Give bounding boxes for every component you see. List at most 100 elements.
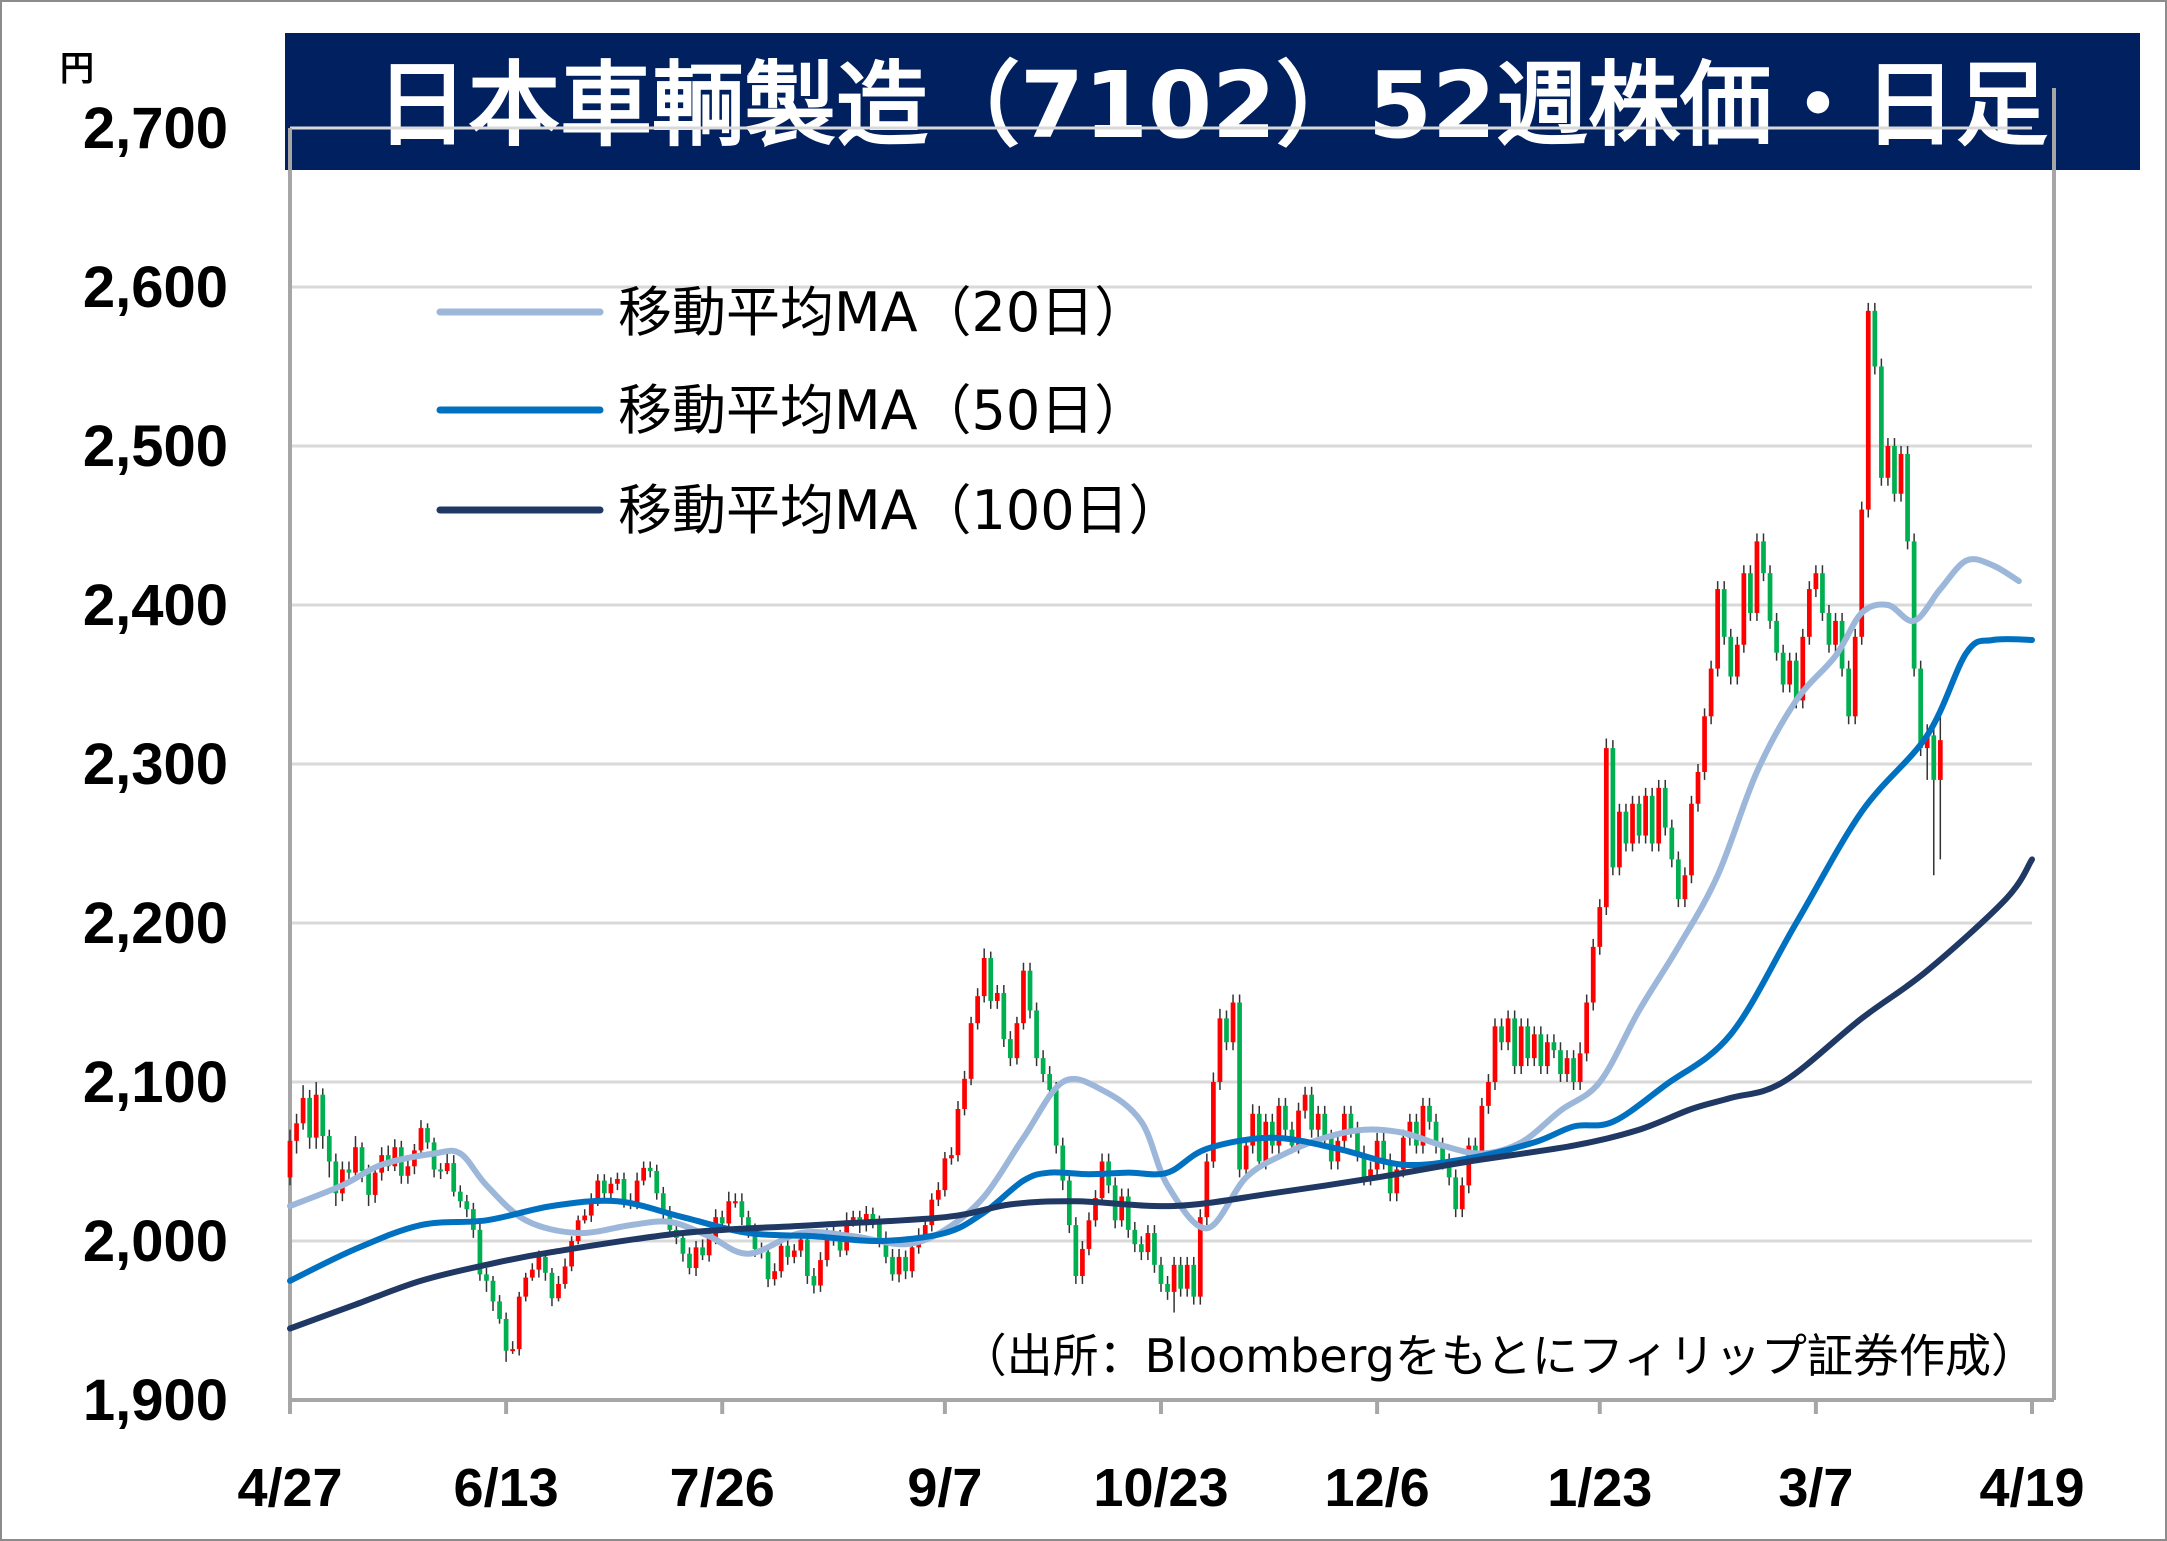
candle-body bbox=[1008, 1039, 1013, 1059]
candle bbox=[791, 1244, 797, 1264]
candle bbox=[883, 1231, 889, 1264]
candle-body bbox=[1682, 875, 1688, 900]
candle-body bbox=[366, 1171, 371, 1195]
candle-body bbox=[726, 1201, 732, 1224]
candle-body bbox=[346, 1169, 352, 1173]
candle bbox=[1165, 1275, 1170, 1300]
candle bbox=[1748, 565, 1753, 621]
candle bbox=[1178, 1256, 1184, 1297]
candle bbox=[1459, 1177, 1465, 1218]
candle-body bbox=[340, 1169, 345, 1194]
candle-body bbox=[1558, 1050, 1563, 1075]
candle bbox=[1217, 1008, 1223, 1090]
source-note: （出所：Bloombergをもとにフィリップ証券作成） bbox=[961, 1329, 2037, 1383]
candle bbox=[1093, 1190, 1098, 1227]
candle bbox=[1394, 1161, 1400, 1202]
candle-body bbox=[811, 1275, 817, 1286]
candle-body bbox=[772, 1271, 777, 1280]
candle bbox=[654, 1164, 660, 1200]
candle bbox=[680, 1231, 686, 1262]
candle bbox=[1204, 1153, 1210, 1226]
candle bbox=[1512, 1010, 1517, 1075]
candle bbox=[1034, 1002, 1039, 1067]
candle bbox=[1905, 446, 1910, 550]
candle-body bbox=[1597, 907, 1603, 947]
candle-body bbox=[870, 1213, 876, 1222]
candle-body bbox=[955, 1109, 961, 1156]
candle bbox=[287, 1129, 293, 1186]
candle-body bbox=[549, 1272, 555, 1299]
candle-body bbox=[1283, 1105, 1288, 1130]
candle bbox=[1852, 628, 1858, 725]
candle-body bbox=[333, 1161, 339, 1194]
candle bbox=[588, 1193, 594, 1222]
candle-body bbox=[1446, 1161, 1452, 1178]
candle-body bbox=[359, 1147, 365, 1172]
candle bbox=[1152, 1225, 1157, 1273]
candle-body bbox=[746, 1217, 751, 1230]
candle-body bbox=[1276, 1105, 1282, 1146]
candle-body bbox=[582, 1215, 588, 1221]
candle-body bbox=[1400, 1137, 1406, 1170]
candle-body bbox=[1479, 1105, 1485, 1154]
candle bbox=[975, 988, 980, 1030]
candle-body bbox=[1748, 573, 1753, 613]
candle-body bbox=[1649, 795, 1655, 844]
y-tick-label: 1,900 bbox=[83, 1368, 228, 1433]
candle bbox=[1682, 867, 1688, 908]
candle bbox=[1486, 1074, 1491, 1114]
candle-body bbox=[536, 1256, 542, 1270]
y-tick-label: 2,100 bbox=[83, 1050, 228, 1115]
candle-body bbox=[837, 1237, 843, 1251]
candle-body bbox=[896, 1256, 902, 1275]
candle-body bbox=[457, 1191, 463, 1202]
candle-body bbox=[1250, 1113, 1256, 1146]
candle-body bbox=[287, 1140, 293, 1178]
candle bbox=[326, 1129, 332, 1178]
candle-body bbox=[1702, 716, 1707, 772]
candle-body bbox=[719, 1217, 725, 1224]
candle-body bbox=[1728, 636, 1734, 677]
candle bbox=[942, 1151, 948, 1197]
candle bbox=[700, 1239, 705, 1261]
candle-body bbox=[405, 1166, 411, 1176]
candle-body bbox=[300, 1097, 306, 1124]
candle bbox=[929, 1193, 935, 1232]
candle bbox=[732, 1193, 738, 1208]
candle bbox=[438, 1163, 443, 1179]
candle bbox=[1420, 1097, 1426, 1154]
candle-body bbox=[601, 1180, 607, 1194]
candle bbox=[615, 1172, 620, 1191]
candle-body bbox=[1047, 1074, 1053, 1090]
candle bbox=[1761, 533, 1766, 582]
candle-body bbox=[1918, 668, 1924, 749]
candle-body bbox=[818, 1260, 823, 1286]
candle bbox=[1911, 533, 1917, 677]
candle-body bbox=[1342, 1113, 1347, 1141]
candle-body bbox=[1590, 946, 1596, 1003]
x-tick-label: 7/26 bbox=[670, 1458, 775, 1518]
candle-body bbox=[1224, 1018, 1229, 1043]
candle bbox=[549, 1268, 555, 1307]
candle bbox=[405, 1158, 411, 1184]
candle bbox=[1427, 1097, 1432, 1130]
candle-body bbox=[1754, 541, 1760, 613]
candle bbox=[294, 1113, 299, 1154]
candle-body bbox=[1924, 735, 1930, 749]
candle-body bbox=[1296, 1110, 1301, 1146]
candle bbox=[1669, 819, 1675, 868]
candle-body bbox=[1125, 1196, 1131, 1230]
candle-body bbox=[1610, 748, 1616, 868]
candle-body bbox=[510, 1349, 516, 1352]
candle-body bbox=[1885, 446, 1891, 478]
candle bbox=[660, 1186, 666, 1222]
candle bbox=[1224, 1010, 1229, 1051]
y-tick-label: 2,400 bbox=[83, 573, 228, 638]
candle-body bbox=[981, 957, 987, 997]
candle bbox=[300, 1085, 306, 1130]
candle-body bbox=[785, 1245, 791, 1257]
candle-body bbox=[1518, 1026, 1524, 1067]
candle-body bbox=[877, 1221, 882, 1240]
candle-body bbox=[1315, 1113, 1321, 1130]
candle bbox=[320, 1088, 326, 1149]
